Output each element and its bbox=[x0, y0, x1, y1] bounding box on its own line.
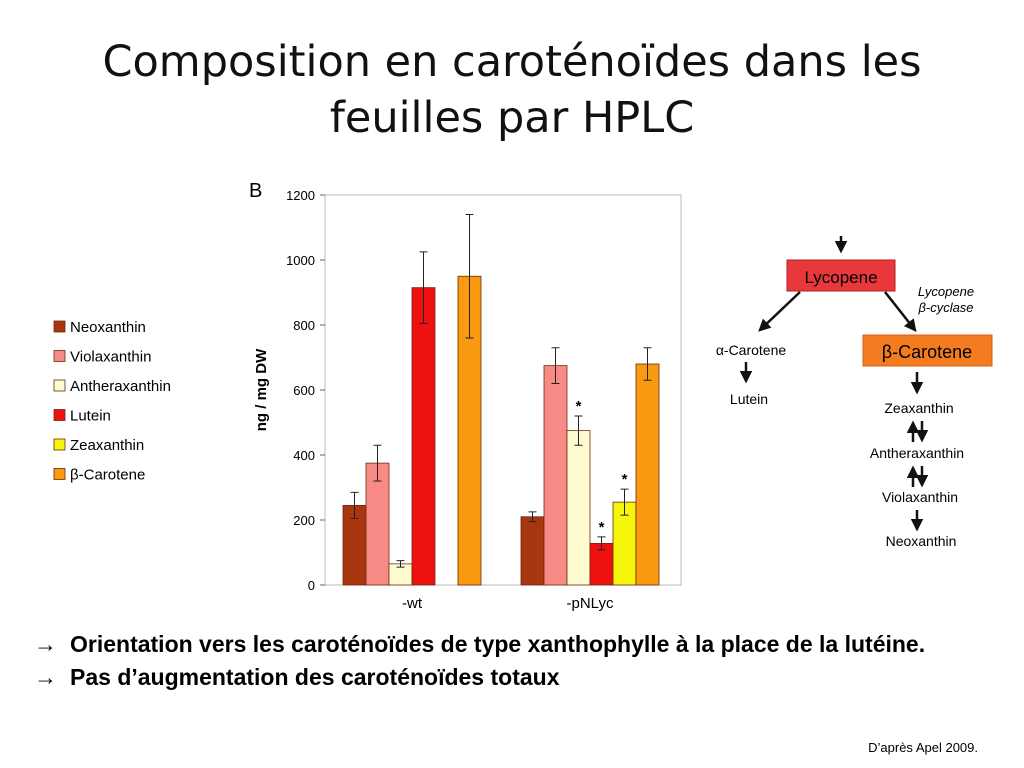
legend-swatch bbox=[53, 320, 66, 333]
arrow-to-beta-carotene bbox=[884, 291, 917, 332]
y-axis-label: ng / mg DW bbox=[253, 348, 270, 431]
bullet-item: → Orientation vers les caroténoïdes de t… bbox=[34, 628, 1004, 661]
bullet-item: → Pas d’augmentation des caroténoïdes to… bbox=[34, 661, 1004, 694]
slide-title-line-1: Composition en caroténoïdes dans les bbox=[102, 37, 922, 87]
x-axis-labels: S.l.-wt S.l.-pNLyc bbox=[402, 595, 614, 612]
bar bbox=[566, 430, 591, 586]
pathway-diagram: Lycopene Lycopene β-cyclase α-Carotene L… bbox=[716, 236, 993, 549]
y-tick-label: 1200 bbox=[286, 188, 315, 203]
legend-label: Neoxanthin bbox=[70, 319, 146, 336]
significance-star: * bbox=[599, 519, 605, 536]
legend-label: Lutein bbox=[70, 408, 111, 425]
alpha-carotene-label: α-Carotene bbox=[716, 342, 787, 358]
lutein-pathway-label: Lutein bbox=[730, 391, 768, 407]
right-arrow-icon: → bbox=[34, 664, 57, 690]
legend-swatch bbox=[53, 468, 66, 480]
bar bbox=[411, 287, 436, 586]
arrow-to-alpha-carotene bbox=[758, 291, 801, 332]
y-axis-ticks: 0 200 400 600 800 1000 1200 bbox=[286, 188, 325, 593]
legend-swatch bbox=[53, 438, 66, 451]
antheraxanthin-pathway-label: Antheraxanthin bbox=[870, 445, 964, 461]
bar bbox=[543, 365, 568, 586]
bullet-text: Orientation vers les caroténoïdes de typ… bbox=[70, 631, 926, 657]
lycopene-box bbox=[786, 259, 896, 292]
significance-star: * bbox=[622, 471, 628, 488]
zeaxanthin-pathway-label: Zeaxanthin bbox=[884, 400, 953, 416]
enzyme-label-line-2: β-cyclase bbox=[917, 300, 973, 315]
x-tick-label: S.l.-wt bbox=[402, 595, 423, 612]
source-credit: D’après Apel 2009. bbox=[868, 740, 978, 755]
y-tick-label: 800 bbox=[293, 318, 315, 333]
legend-label: β-Carotene bbox=[70, 467, 145, 484]
bars: * * * bbox=[342, 214, 660, 586]
y-tick-label: 1000 bbox=[286, 253, 315, 268]
neoxanthin-pathway-label: Neoxanthin bbox=[886, 533, 957, 549]
bar bbox=[520, 516, 545, 586]
slide-title-line-2: feuilles par HPLC bbox=[329, 93, 695, 143]
bullet-list: → Orientation vers les caroténoïdes de t… bbox=[34, 628, 1004, 694]
enzyme-label-line-1: Lycopene bbox=[918, 284, 974, 299]
legend-label: Violaxanthin bbox=[70, 349, 151, 366]
legend-swatch bbox=[53, 350, 66, 362]
y-tick-label: 600 bbox=[293, 383, 315, 398]
significance-star: * bbox=[576, 398, 582, 415]
bullet-text: Pas d’augmentation des caroténoïdes tota… bbox=[70, 664, 560, 690]
legend-swatch bbox=[53, 379, 66, 392]
bar bbox=[635, 363, 660, 586]
legend-label: Antheraxanthin bbox=[70, 378, 171, 395]
lycopene-label: Lycopene bbox=[804, 268, 877, 287]
y-tick-label: 0 bbox=[308, 578, 315, 593]
bar-chart: B ng / mg DW 0 200 400 600 800 1000 1200 * * * S… bbox=[249, 180, 682, 612]
beta-carotene-box bbox=[862, 334, 993, 367]
y-tick-label: 200 bbox=[293, 513, 315, 528]
panel-label: B bbox=[249, 180, 262, 202]
beta-carotene-pathway-label: β-Carotene bbox=[882, 342, 972, 362]
legend: Neoxanthin Violaxanthin Antheraxanthin Lute… bbox=[53, 319, 171, 484]
right-arrow-icon: → bbox=[34, 631, 57, 657]
legend-label: Zeaxanthin bbox=[70, 437, 144, 454]
x-tick-label: S.l.-pNLyc bbox=[567, 595, 614, 612]
y-tick-label: 400 bbox=[293, 448, 315, 463]
violaxanthin-pathway-label: Violaxanthin bbox=[882, 489, 958, 505]
legend-swatch bbox=[53, 409, 66, 421]
slide-title: Composition en caroténoïdes dans les feu… bbox=[40, 34, 984, 146]
